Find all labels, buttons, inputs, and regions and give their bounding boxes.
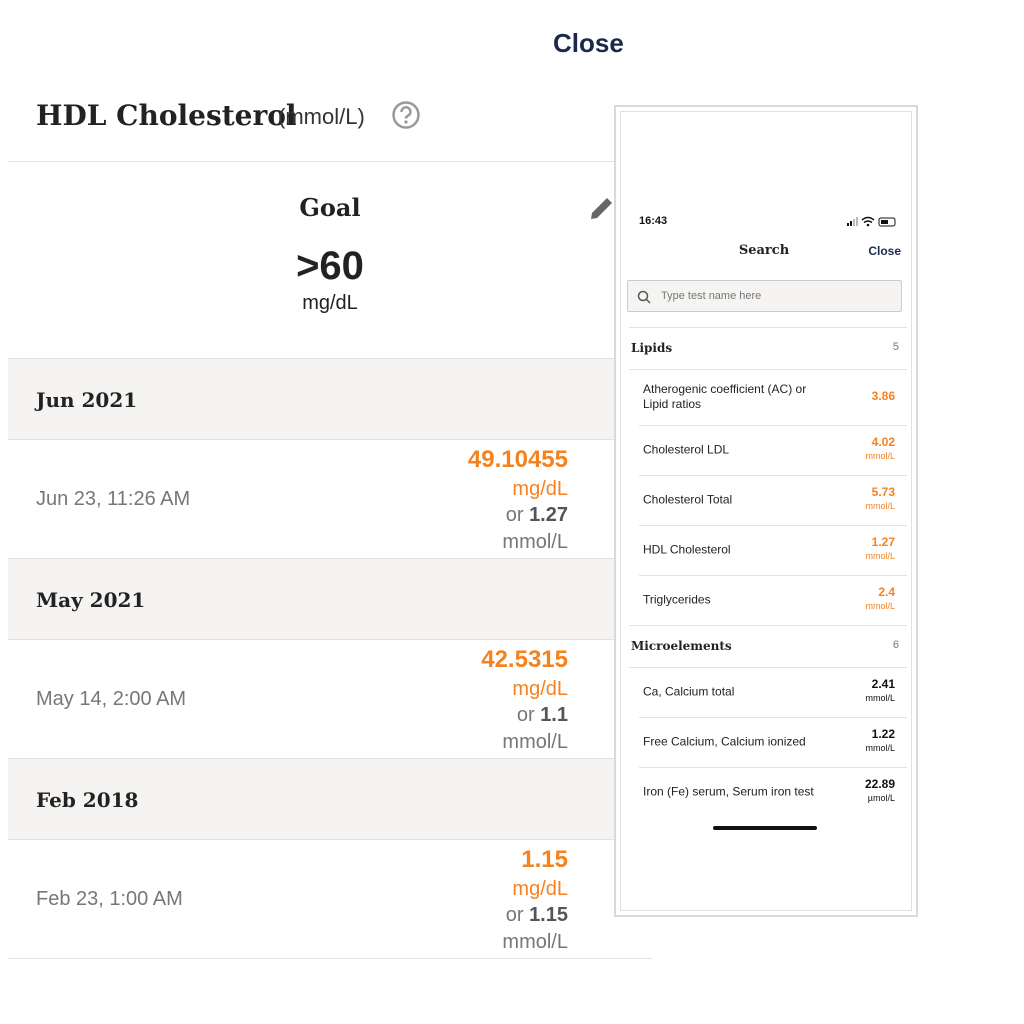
- entry-alt: or 1.1: [517, 704, 568, 727]
- month-header: Jun 2021: [8, 358, 652, 440]
- alt-value: 1.27: [529, 504, 568, 526]
- phone-screenshot: 16:43 Search Close Type test name here L…: [614, 105, 918, 917]
- entry-alt-unit: mmol/L: [502, 531, 568, 553]
- entry-alt: or 1.15: [506, 904, 568, 927]
- test-name: HDL Cholesterol: [643, 542, 731, 557]
- test-value: 2.4: [878, 585, 895, 599]
- test-row[interactable]: HDL Cholesterol 1.27 mmol/L: [629, 525, 907, 575]
- goal-label: Goal: [299, 193, 361, 222]
- test-row[interactable]: Cholesterol Total 5.73 mmol/L: [629, 475, 907, 525]
- help-icon[interactable]: [391, 100, 421, 130]
- divider: [639, 767, 907, 768]
- entry-alt-unit: mmol/L: [502, 931, 568, 953]
- divider: [8, 958, 652, 959]
- test-unit: mmol/L: [865, 693, 895, 703]
- entry-unit: mg/dL: [512, 478, 568, 500]
- phone-screen: 16:43 Search Close Type test name here L…: [620, 111, 912, 911]
- test-value: 5.73: [871, 485, 895, 499]
- divider: [629, 327, 907, 328]
- status-time: 16:43: [639, 215, 668, 227]
- entry-value: 42.5315: [481, 646, 568, 673]
- entry-alt-unit: mmol/L: [502, 731, 568, 753]
- divider: [629, 625, 907, 626]
- test-name: Atherogenic coefficient (AC) or Lipid ra…: [643, 382, 807, 411]
- test-row[interactable]: Iron (Fe) serum, Serum iron test 22.89 µmo…: [629, 767, 907, 809]
- test-name: Iron (Fe) serum, Serum iron test: [643, 784, 814, 799]
- divider: [639, 575, 907, 576]
- section-name: Lipids: [631, 341, 673, 355]
- search-placeholder: Type test name here: [661, 290, 762, 302]
- entry-date: May 14, 2:00 AM: [36, 688, 187, 710]
- entry-value: 1.15: [521, 846, 568, 873]
- divider: [639, 425, 907, 426]
- test-row[interactable]: Cholesterol LDL 4.02 mmol/L: [629, 425, 907, 475]
- month-header: Feb 2018: [8, 758, 652, 840]
- home-indicator: [713, 826, 817, 830]
- test-value: 1.27: [871, 535, 895, 549]
- divider: [629, 369, 907, 370]
- goal-unit: mg/dL: [302, 292, 358, 314]
- phone-close[interactable]: Close: [868, 244, 901, 258]
- search-icon: [637, 290, 651, 304]
- or-label: or: [505, 504, 524, 526]
- month-label: Jun 2021: [36, 388, 138, 412]
- test-unit: µmol/L: [867, 793, 895, 803]
- entry-alt: or 1.27: [506, 504, 568, 527]
- test-unit: mmol/L: [865, 451, 895, 461]
- or-label: or: [505, 904, 524, 926]
- month-label: Feb 2018: [36, 788, 139, 812]
- status-icons: [847, 216, 896, 227]
- search-box[interactable]: Type test name here: [627, 280, 902, 312]
- section-name: Microelements: [631, 639, 732, 653]
- test-row[interactable]: Triglycerides 2.4 mmol/L: [629, 575, 907, 625]
- entry-date: Feb 23, 1:00 AM: [36, 888, 183, 910]
- divider: [639, 475, 907, 476]
- section-count: 5: [892, 341, 899, 353]
- divider: [629, 667, 907, 668]
- test-unit: mmol/L: [865, 501, 895, 511]
- test-value: 4.02: [871, 435, 895, 449]
- month-label: May 2021: [36, 588, 146, 612]
- test-value: 22.89: [864, 777, 895, 791]
- test-unit: mmol/L: [865, 743, 895, 753]
- entry-date: Jun 23, 11:26 AM: [36, 488, 191, 510]
- test-unit: mmol/L: [865, 601, 895, 611]
- divider: [639, 717, 907, 718]
- test-name: Cholesterol Total: [643, 492, 733, 507]
- entry-unit: mg/dL: [512, 878, 568, 900]
- test-row[interactable]: Free Calcium, Calcium ionized 1.22 mmol/L: [629, 717, 907, 767]
- phone-title: Search: [738, 243, 790, 258]
- page-title: HDL Cholesterol: [36, 99, 297, 132]
- test-name: Ca, Calcium total: [643, 684, 735, 699]
- close-button[interactable]: Close: [553, 28, 624, 58]
- title-unit: (mmol/L): [278, 104, 365, 129]
- test-unit: mmol/L: [865, 551, 895, 561]
- test-name: Cholesterol LDL: [643, 442, 730, 457]
- edit-icon[interactable]: [588, 194, 616, 222]
- alt-value: 1.1: [540, 704, 568, 726]
- test-name: Free Calcium, Calcium ionized: [643, 734, 806, 749]
- test-value: 1.22: [871, 727, 895, 741]
- divider: [8, 161, 652, 162]
- test-list: Lipids 5 Atherogenic coefficient (AC) or L…: [629, 327, 907, 809]
- entry-unit: mg/dL: [512, 678, 568, 700]
- month-header: May 2021: [8, 558, 652, 640]
- test-name: Triglycerides: [643, 592, 711, 607]
- entry-value: 49.10455: [467, 446, 568, 473]
- test-value: 3.86: [871, 389, 895, 403]
- test-row[interactable]: Ca, Calcium total 2.41 mmol/L: [629, 667, 907, 717]
- test-value: 2.41: [871, 677, 895, 691]
- or-label: or: [516, 704, 535, 726]
- divider: [639, 525, 907, 526]
- section-count: 6: [892, 639, 899, 651]
- alt-value: 1.15: [529, 904, 568, 926]
- goal-value: >60: [296, 244, 364, 288]
- test-row[interactable]: Atherogenic coefficient (AC) or Lipid ra…: [629, 369, 907, 425]
